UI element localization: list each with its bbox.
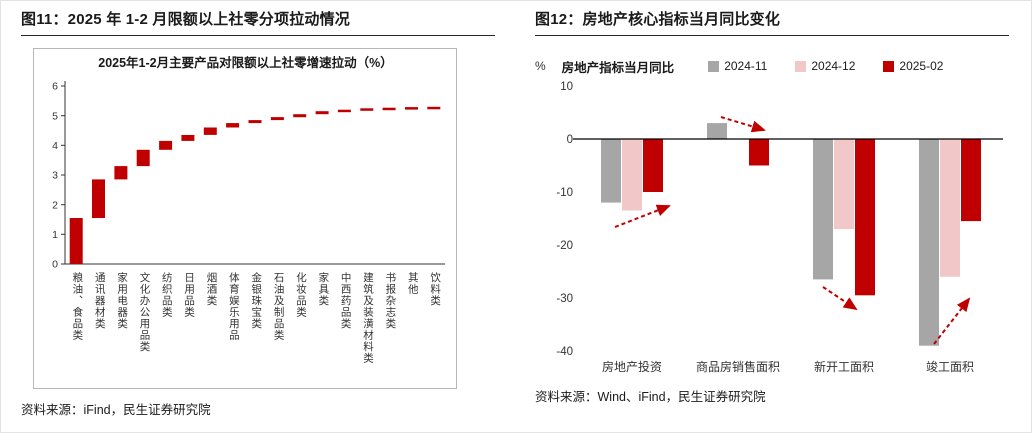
x-category-label: 中西药品类 — [339, 272, 352, 330]
waterfall-bar — [315, 111, 329, 115]
x-category-label: 其他 — [406, 272, 419, 295]
legend-label: 2025-02 — [899, 59, 944, 73]
y-tick-label: 1 — [52, 229, 58, 241]
waterfall-bar — [405, 107, 418, 110]
figure12-bar-chart: 10 0 -10 -20 -30 -40 房地产投资 商品房销售面积 新开工面积 竣工面积 — [556, 81, 1003, 374]
x-category-label: 日用品类 — [183, 272, 196, 318]
waterfall-bar — [69, 218, 83, 264]
x-category-label: 体育娱乐用品 — [227, 272, 240, 341]
x-category-label: 家具类 — [317, 272, 330, 307]
x-category-label: 纺织品类 — [160, 272, 173, 318]
waterfall-bar — [114, 166, 128, 180]
figure12-title: 图12：房地产核心指标当月同比变化 — [535, 11, 781, 28]
y-tick-label: -30 — [556, 293, 573, 305]
legend-label: 2024-12 — [811, 59, 856, 73]
bar-2024-12 — [940, 139, 960, 277]
legend-label: 2024-11 — [724, 59, 768, 73]
x-category-label: 饮料类 — [429, 272, 442, 307]
waterfall-bar — [382, 107, 396, 111]
figure12-plot-header: % 房地产指标当月同比 2024-11 2024-12 2025-02 — [535, 56, 1009, 76]
trend-arrow — [614, 204, 671, 228]
figure11-source: 资料来源：iFind，民生证券研究院 — [21, 403, 211, 417]
waterfall-bar — [248, 120, 262, 124]
bar-2025-02 — [855, 139, 875, 296]
legend-item-2025-02: 2025-02 — [883, 59, 943, 73]
x-category-label: 建筑及装潢材料类 — [362, 272, 375, 364]
x-category-label: 通讯器材类 — [93, 272, 106, 330]
legend-swatch-icon — [883, 60, 895, 72]
x-category-label: 石油及制品类 — [272, 272, 285, 341]
waterfall-bar — [337, 109, 351, 113]
bar-2025-02 — [749, 139, 769, 166]
bar-2025-02 — [643, 139, 663, 192]
figure12-unit-label: % — [535, 59, 546, 73]
waterfall-bar — [226, 123, 240, 128]
legend-item-2024-11: 2024-11 — [708, 59, 767, 73]
waterfall-bar — [427, 106, 441, 110]
figure11-waterfall-plot: 0 1 2 3 4 5 6 — [52, 81, 445, 271]
y-tick-label: 0 — [567, 134, 573, 146]
y-tick-label: -20 — [556, 240, 573, 252]
figure11-chart-title: 2025年1-2月主要产品对限额以上社零增速拉动（%） — [98, 56, 393, 70]
waterfall-bar — [293, 114, 307, 118]
waterfall-bar — [159, 140, 173, 150]
bar-2024-11 — [919, 139, 939, 346]
figure12-chart-title: 房地产指标当月同比 — [561, 60, 675, 75]
x-category-label: 竣工面积 — [926, 359, 974, 374]
legend-item-2024-12: 2024-12 — [795, 59, 855, 73]
figure12-legend: 2024-11 2024-12 2025-02 — [708, 59, 943, 73]
figure11-chart-frame: 2025年1-2月主要产品对限额以上社零增速拉动（%） 0 1 2 3 4 5 6 粮油、食… — [33, 48, 457, 389]
x-category-label: 家用电器类 — [116, 272, 129, 330]
x-category-label: 书报杂志类 — [384, 272, 397, 330]
trend-arrow — [933, 297, 971, 345]
x-category-label: 烟酒类 — [205, 272, 218, 307]
figure11-panel: 图11：2025 年 1-2 月限额以上社零分项拉动情况 2025年1-2月主要… — [1, 1, 515, 432]
y-tick-label: 6 — [52, 81, 58, 93]
x-category-label: 文化办公用品类 — [138, 272, 151, 353]
x-category-label: 房地产投资 — [602, 359, 662, 374]
waterfall-bar — [136, 149, 150, 167]
x-category-label: 金银珠宝类 — [250, 272, 263, 330]
legend-swatch-icon — [708, 60, 720, 72]
y-tick-label: 0 — [52, 259, 58, 271]
y-tick-label: 3 — [52, 170, 58, 182]
figure12-source: 资料来源：Wind、iFind，民生证券研究院 — [535, 390, 766, 404]
bar-2024-11 — [813, 139, 833, 280]
waterfall-bar — [360, 108, 374, 111]
bar-2024-11 — [601, 139, 621, 203]
figure11-title: 图11：2025 年 1-2 月限额以上社零分项拉动情况 — [21, 11, 351, 28]
y-tick-label: 5 — [52, 110, 58, 122]
waterfall-bar — [270, 117, 284, 121]
trend-arrow — [822, 286, 858, 311]
bar-2025-02 — [961, 139, 981, 222]
bar-2024-12 — [622, 139, 642, 211]
x-category-label: 化妆品类 — [294, 272, 307, 318]
y-tick-label: -40 — [556, 346, 573, 358]
y-tick-label: 2 — [52, 199, 58, 211]
y-tick-label: -10 — [556, 187, 573, 199]
figure12-panel: 图12：房地产核心指标当月同比变化 % 房地产指标当月同比 2024-11 202… — [515, 1, 1031, 432]
y-tick-label: 4 — [52, 140, 58, 152]
figure11-category-labels: 粮油、食品类 通讯器材类 家用电器类 文化办公用品类 纺织品类 日用品类 烟酒类 体育娱乐用品… — [66, 272, 446, 384]
x-category-label: 新开工面积 — [814, 359, 874, 374]
trend-arrow — [720, 116, 766, 133]
x-category-label: 粮油、食品类 — [71, 272, 84, 341]
legend-swatch-icon — [795, 60, 807, 72]
waterfall-bar — [203, 127, 217, 135]
bar-2024-12 — [834, 139, 854, 230]
waterfall-bar — [92, 179, 105, 218]
bar-2024-11 — [707, 123, 727, 139]
x-category-label: 商品房销售面积 — [696, 359, 780, 374]
figure11-header-rule — [21, 35, 495, 36]
figure12-header-rule — [535, 35, 1009, 36]
waterfall-bar — [181, 135, 195, 141]
y-tick-label: 10 — [560, 81, 573, 93]
